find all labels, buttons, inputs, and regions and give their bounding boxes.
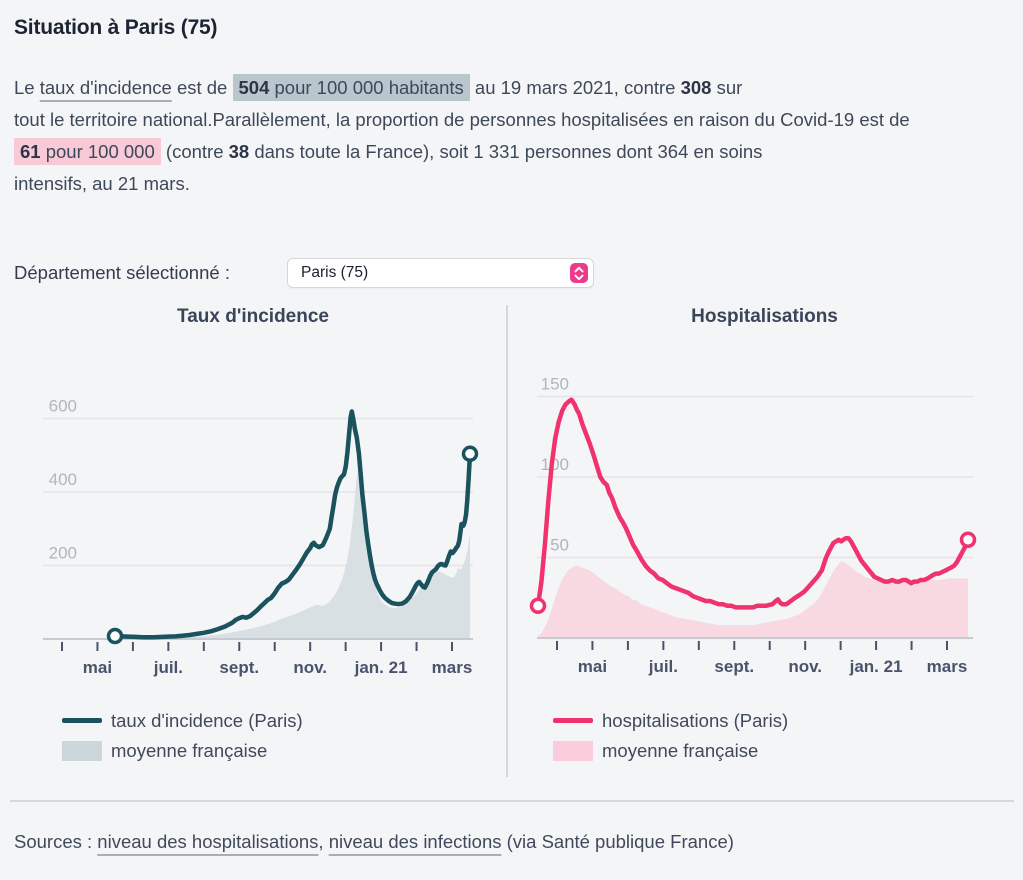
legend-line-swatch (62, 718, 102, 723)
column-divider (506, 305, 508, 777)
text-segment: Parallèlement, la proportion de personne… (212, 109, 910, 130)
hospitalisations-chart: 50 100 150 mai juil. sept. nov. jan. 21 mars (529, 375, 977, 676)
x-axis-label: nov. (788, 657, 822, 676)
text-segment: intensifs, au 21 mars. (14, 173, 190, 194)
legend-item: taux d'incidence (Paris) (62, 710, 303, 731)
highlight-value: 504 (238, 77, 270, 98)
text-segment: , (318, 831, 329, 852)
page-title: Situation à Paris (75) (14, 16, 218, 39)
department-select-label: Département sélectionné : (14, 262, 230, 283)
incidence-chart: 200 400 600 mai juil. sept. nov. jan. 21 mars (43, 397, 479, 677)
text-segment: Le (14, 77, 40, 98)
x-axis-label: juil. (153, 658, 183, 677)
highlight-value: pour 100 000 (40, 141, 155, 162)
summary-text: Le taux d'incidence est de 504 pour 100 … (14, 72, 1009, 200)
department-select[interactable]: Paris (75) (287, 258, 594, 288)
text-segment: tout le territoire national. (14, 109, 213, 130)
text-segment: 38 (228, 141, 250, 162)
legend-line-swatch (553, 718, 593, 723)
source-link[interactable]: niveau des hospitalisations (97, 831, 319, 852)
france-average-area (538, 560, 968, 638)
legend-label: hospitalisations (Paris) (602, 710, 789, 731)
y-axis-label: 100 (541, 455, 569, 474)
x-axis-label: mai (578, 657, 607, 676)
department-selector-row: Département sélectionné : Paris (75) (14, 258, 594, 290)
endpoint-marker (529, 597, 547, 615)
legend-area-swatch (62, 740, 102, 761)
legend-area-swatch (553, 740, 593, 761)
footer-divider (10, 800, 1014, 802)
x-axis-label: mars (432, 658, 473, 677)
paris-series-line (535, 397, 971, 610)
y-axis-label: 50 (550, 536, 569, 555)
text-segment: sur (711, 77, 743, 98)
text-segment: 308 (680, 77, 712, 98)
text-segment: est de (171, 77, 233, 98)
x-axis-label: juil. (648, 657, 678, 676)
department-select-value: Paris (75) (301, 264, 369, 281)
endpoint-marker (106, 627, 124, 645)
source-link[interactable]: niveau des infections (328, 831, 502, 852)
hosp-highlight: 61 pour 100 000 (14, 138, 161, 165)
legend-item: hospitalisations (Paris) (553, 710, 788, 731)
legend-label: moyenne française (602, 740, 759, 761)
highlight-value: 61 (20, 141, 41, 162)
x-axis-label: mai (83, 658, 112, 677)
hospitalisations-legend: hospitalisations (Paris) moyenne français… (553, 710, 788, 770)
legend-label: taux d'incidence (Paris) (111, 710, 303, 731)
france-average-area (115, 462, 470, 639)
highlight-value: pour 100 000 habitants (269, 77, 464, 98)
x-axis-label: jan. 21 (849, 657, 903, 676)
legend-item: moyenne française (553, 740, 788, 761)
x-axis-label: sept. (219, 658, 259, 677)
endpoint-marker (461, 445, 479, 463)
chevron-up-down-icon (574, 266, 584, 280)
text-segment: Sources : (14, 831, 98, 852)
text-segment: au 19 mars 2021, contre (469, 77, 681, 98)
x-axis-label: nov. (293, 658, 327, 677)
x-axis-label: mars (927, 657, 968, 676)
select-stepper-icon (570, 263, 588, 283)
text-segment: (contre (160, 141, 229, 162)
text-segment: dans toute la France), soit 1 331 person… (249, 141, 763, 162)
y-axis-label: 200 (49, 544, 77, 563)
text-segment: (via Santé publique France) (501, 831, 734, 852)
x-axis-label: sept. (714, 657, 754, 676)
x-axis-label: jan. 21 (354, 658, 408, 677)
sources-text: Sources : niveau des hospitalisations, n… (14, 831, 734, 853)
endpoint-marker (959, 531, 977, 549)
incidence-highlight: 504 pour 100 000 habitants (232, 74, 470, 101)
chart-title-hospitalisations: Hospitalisations (691, 306, 838, 327)
chart-title-incidence: Taux d'incidence (177, 306, 329, 327)
paris-series-line (112, 409, 473, 640)
y-axis-label: 150 (541, 375, 569, 394)
legend-item: moyenne française (62, 740, 303, 761)
incidence-legend: taux d'incidence (Paris) moyenne français… (62, 710, 303, 770)
legend-label: moyenne française (111, 740, 268, 761)
y-axis-label: 600 (49, 397, 77, 416)
y-axis-label: 400 (49, 470, 77, 489)
incidence-definition-link[interactable]: taux d'incidence (39, 77, 172, 98)
